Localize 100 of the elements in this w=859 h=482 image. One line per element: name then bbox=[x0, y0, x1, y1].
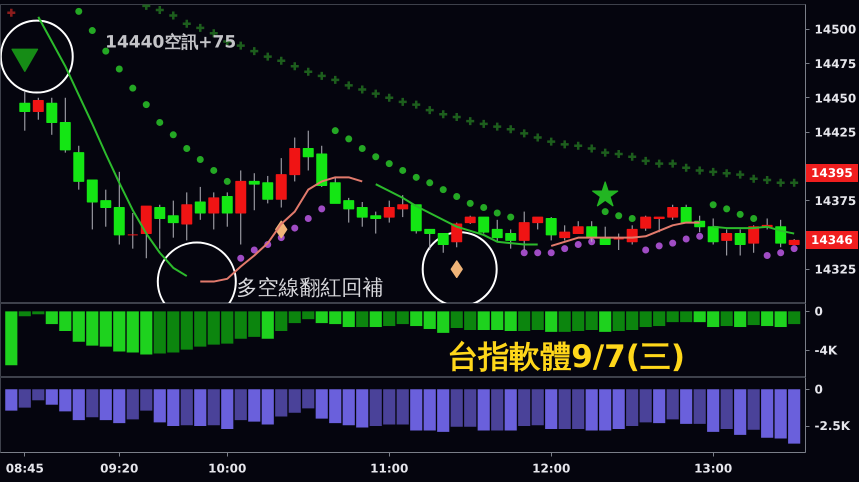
point bbox=[548, 249, 555, 256]
point bbox=[438, 108, 448, 120]
candlestick bbox=[19, 90, 30, 132]
point bbox=[276, 55, 286, 66]
point bbox=[372, 153, 380, 160]
candlestick bbox=[640, 215, 652, 232]
text: 14395 bbox=[806, 164, 858, 182]
candlestick bbox=[734, 228, 746, 256]
point bbox=[302, 66, 314, 77]
point bbox=[426, 179, 434, 186]
candlestick bbox=[168, 200, 179, 238]
candlestick bbox=[546, 216, 557, 241]
candlestick bbox=[154, 204, 166, 250]
point bbox=[613, 148, 624, 160]
y-tick-label: 14325 bbox=[814, 262, 856, 277]
x-tick-label: 10:00 bbox=[208, 462, 246, 476]
point bbox=[478, 118, 489, 130]
point bbox=[721, 168, 732, 178]
point bbox=[790, 245, 798, 252]
point bbox=[696, 232, 704, 240]
point bbox=[399, 166, 406, 174]
point bbox=[6, 7, 17, 18]
point bbox=[600, 147, 610, 158]
point bbox=[358, 145, 366, 152]
point bbox=[464, 116, 476, 126]
point bbox=[410, 99, 422, 110]
point bbox=[694, 165, 705, 176]
point bbox=[182, 18, 192, 29]
point bbox=[586, 143, 597, 154]
candlestick bbox=[100, 189, 112, 228]
point bbox=[384, 92, 394, 104]
candlestick bbox=[208, 192, 220, 230]
candlestick bbox=[438, 233, 449, 254]
point bbox=[332, 127, 339, 134]
point bbox=[75, 8, 82, 15]
point bbox=[764, 252, 771, 259]
point bbox=[492, 121, 502, 132]
point bbox=[520, 249, 528, 256]
candlestick bbox=[708, 218, 719, 246]
point bbox=[237, 254, 244, 262]
candlestick bbox=[86, 180, 98, 230]
y-tick-label: 14500 bbox=[814, 22, 856, 37]
point bbox=[262, 51, 274, 62]
point bbox=[642, 246, 650, 254]
point bbox=[546, 136, 556, 147]
point bbox=[669, 240, 676, 247]
annotation: 台指軟體9/7(三) bbox=[447, 338, 686, 375]
x-tick-label: 08:45 bbox=[6, 462, 44, 476]
y-tick-label: -2.5K bbox=[814, 419, 851, 434]
point bbox=[397, 96, 408, 108]
candlestick bbox=[654, 216, 665, 233]
point bbox=[343, 80, 354, 91]
point bbox=[777, 249, 784, 256]
point bbox=[129, 84, 136, 92]
point bbox=[615, 212, 622, 220]
point bbox=[154, 4, 166, 16]
candlestick bbox=[330, 176, 341, 204]
point bbox=[316, 70, 327, 82]
x-tick-label: 11:00 bbox=[370, 462, 408, 476]
point bbox=[412, 174, 420, 181]
point bbox=[170, 131, 177, 138]
point bbox=[466, 200, 474, 207]
point bbox=[250, 246, 258, 254]
candlestick bbox=[194, 186, 206, 220]
point bbox=[196, 156, 204, 163]
y-tick-label: -4K bbox=[814, 344, 838, 358]
candlestick bbox=[248, 172, 260, 211]
candlestick bbox=[478, 216, 490, 234]
point bbox=[656, 242, 663, 250]
candlestick bbox=[302, 130, 314, 171]
point bbox=[451, 112, 462, 122]
point bbox=[723, 205, 730, 212]
candlestick bbox=[572, 220, 584, 234]
point bbox=[532, 132, 543, 143]
point bbox=[195, 22, 206, 34]
candlestick bbox=[370, 211, 382, 234]
x-tick-label: 12:00 bbox=[532, 462, 570, 476]
point bbox=[494, 209, 501, 216]
point bbox=[291, 224, 298, 232]
y-tick-label: 0 bbox=[814, 382, 823, 396]
point bbox=[734, 169, 746, 180]
point bbox=[775, 178, 786, 188]
point bbox=[318, 205, 326, 212]
candlestick bbox=[46, 97, 58, 136]
point bbox=[440, 186, 447, 194]
point bbox=[183, 145, 190, 152]
point bbox=[667, 158, 678, 169]
candlestick bbox=[532, 216, 544, 230]
point bbox=[370, 88, 381, 99]
point bbox=[762, 174, 772, 186]
point bbox=[304, 214, 312, 222]
candlestick bbox=[384, 200, 395, 224]
point bbox=[628, 214, 636, 222]
y-tick-label: 14450 bbox=[814, 91, 856, 106]
point bbox=[708, 166, 718, 178]
point bbox=[480, 204, 488, 211]
candlestick bbox=[424, 228, 436, 251]
candlestick bbox=[505, 228, 516, 250]
point bbox=[534, 249, 542, 256]
point bbox=[640, 156, 651, 166]
